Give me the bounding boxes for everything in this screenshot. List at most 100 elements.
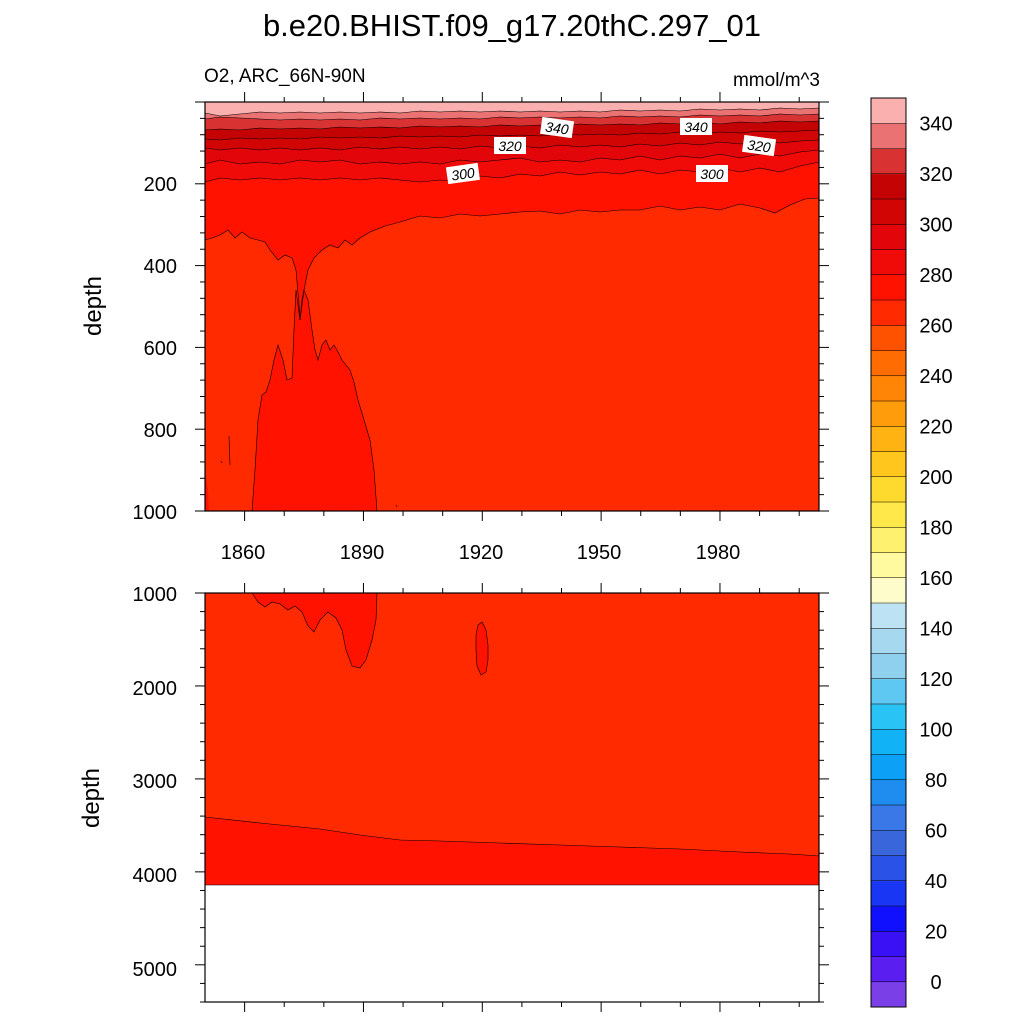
contour-line-290-deep	[251, 288, 378, 511]
colorbar-swatch	[871, 628, 906, 654]
svg-text:300: 300	[700, 166, 724, 182]
colorbar-label: 240	[919, 366, 952, 388]
contour-line-350	[205, 113, 819, 121]
upper-y-tick-label: 800	[144, 420, 177, 442]
fill-290-300-deep	[252, 290, 377, 511]
upper-y-tick-label: 1000	[133, 502, 178, 524]
colorbar-label: 120	[919, 669, 952, 691]
colorbar-swatch	[871, 401, 906, 427]
x-tick-label: 1860	[221, 542, 266, 564]
colorbar-swatch	[871, 274, 906, 301]
colorbar-frame	[870, 97, 907, 1008]
colorbar-swatch	[871, 577, 906, 604]
colorbar-swatch	[871, 426, 906, 452]
colorbar-swatch	[871, 199, 906, 225]
colorbar-swatch	[871, 325, 906, 351]
colorbar-label: 80	[925, 770, 947, 792]
colorbar-label: 100	[919, 719, 952, 741]
contour-line-360	[205, 107, 819, 117]
colorbar-swatch	[871, 779, 906, 806]
colorbar-label: 320	[919, 164, 952, 186]
no-data-region	[205, 885, 819, 1002]
colorbar-swatch	[871, 981, 906, 1008]
contour-line-330	[205, 129, 819, 141]
contour-line-lower-upper	[251, 593, 378, 669]
contour-label-320-a: 320	[494, 137, 526, 154]
fill-360-plus	[205, 102, 819, 116]
colorbar: 0 20 40 60 80 100 120 140 160 180 200 220 240 260 280 3…	[870, 97, 953, 1008]
colorbar-swatch	[871, 931, 906, 957]
fill-edge-sliver	[205, 470, 209, 511]
x-tick-label: 1950	[577, 542, 622, 564]
lower-y-tick-label: 3000	[133, 771, 178, 793]
colorbar-swatch	[871, 754, 906, 781]
fill-290-300-blob-1920	[476, 622, 488, 675]
colorbar-swatch	[871, 805, 906, 831]
colorbar-label: 60	[925, 820, 947, 842]
svg-text:340: 340	[544, 118, 570, 137]
colorbar-label: 40	[925, 871, 947, 893]
upper-y-axis-label: depth	[80, 276, 107, 336]
colorbar-swatch	[871, 830, 906, 856]
lower-y-axis-label: depth	[78, 768, 105, 828]
colorbar-swatch	[871, 653, 906, 680]
colorbar-swatch	[871, 123, 906, 149]
svg-text:300: 300	[450, 164, 476, 183]
colorbar-swatch	[871, 148, 906, 175]
svg-text:340: 340	[684, 119, 708, 135]
upper-y-tick-label: 600	[144, 338, 177, 360]
colorbar-label: 180	[919, 517, 952, 539]
subtitle-units: mmol/m^3	[733, 70, 820, 91]
contour-label-340-a: 340	[540, 116, 575, 139]
lower-y-tick-label: 2000	[133, 678, 178, 700]
colorbar-swatch	[871, 350, 906, 377]
lower-panel: 1000 2000 3000 4000 5000 depth	[78, 583, 829, 1012]
colorbar-swatch	[871, 173, 906, 200]
colorbar-label: 20	[925, 921, 947, 943]
contour-small-feature	[220, 435, 398, 508]
contour-line-290	[205, 197, 819, 321]
colorbar-swatch	[871, 880, 906, 907]
contour-label-300-b: 300	[696, 165, 728, 182]
lower-y-tick-label: 4000	[133, 865, 178, 887]
upper-y-tick-label: 200	[144, 174, 177, 196]
colorbar-swatch	[871, 704, 906, 730]
contour-line-340	[205, 120, 819, 131]
lower-panel-fills	[205, 593, 819, 1002]
upper-panel-fills: 340 340 320 320 300 300	[205, 102, 819, 511]
upper-plot-frame	[204, 101, 820, 512]
colorbar-swatch	[871, 502, 906, 528]
svg-text:320: 320	[746, 136, 772, 155]
colorbar-swatch	[871, 98, 906, 124]
colorbar-swatch	[871, 375, 906, 402]
colorbar-label: 340	[919, 113, 952, 135]
colorbar-label: 160	[919, 568, 952, 590]
svg-text:320: 320	[498, 138, 522, 154]
colorbar-swatch	[871, 956, 906, 983]
colorbar-swatch	[871, 224, 906, 250]
contour-label-340-b: 340	[680, 118, 712, 135]
colorbar-label: 0	[930, 972, 941, 994]
colorbar-swatch	[871, 249, 906, 276]
colorbar-swatch	[871, 855, 906, 882]
colorbar-swatch	[871, 300, 906, 326]
contour-label-320-b: 320	[742, 134, 777, 157]
x-tick-label: 1980	[696, 542, 741, 564]
contour-line-lower-blob	[475, 621, 489, 676]
contour-line-310	[205, 149, 819, 165]
upper-panel: 340 340 320 320 300 300	[80, 92, 829, 564]
colorbar-swatch	[871, 729, 906, 755]
colorbar-swatch	[871, 527, 906, 553]
contour-line-lower-bottom	[205, 816, 819, 857]
colorbar-label: 220	[919, 416, 952, 438]
contour-label-300-a: 300	[445, 162, 480, 185]
colorbar-label: 300	[919, 214, 952, 236]
colorbar-swatch	[871, 476, 906, 503]
colorbar-swatch	[871, 552, 906, 579]
colorbar-label: 140	[919, 618, 952, 640]
colorbar-swatch	[871, 906, 906, 932]
colorbar-swatch	[871, 678, 906, 705]
lower-ticks	[195, 583, 829, 1012]
x-tick-label: 1920	[459, 542, 504, 564]
colorbar-swatch	[871, 451, 906, 478]
